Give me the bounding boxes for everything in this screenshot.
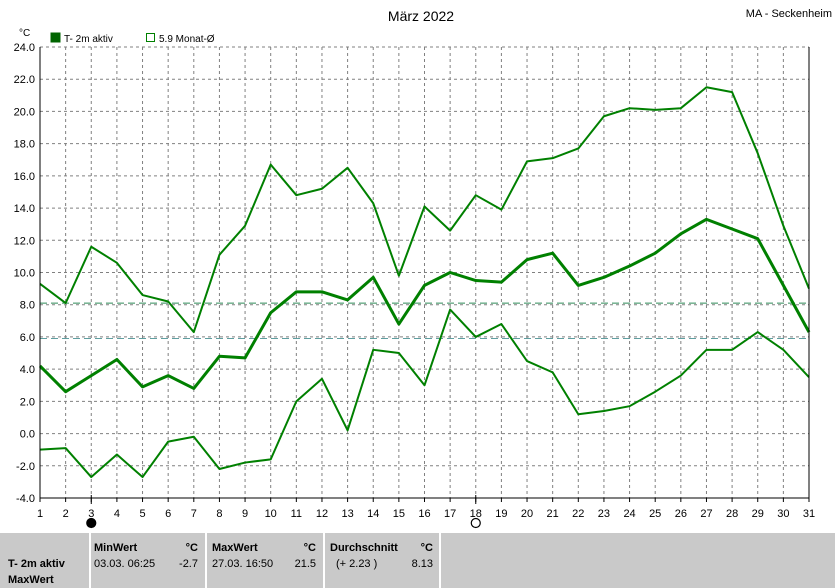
- legend: T- 2m aktiv 5.9 Monat-Ø: [50, 32, 215, 45]
- legend-label-aktiv: T- 2m aktiv: [64, 34, 113, 45]
- series-line-min: [39, 308, 810, 479]
- station-label: MA - Seckenheim: [746, 8, 832, 20]
- chart-title: März 2022: [388, 8, 454, 24]
- x-tick-label: 26: [675, 508, 687, 520]
- x-tick-label: 27: [700, 508, 712, 520]
- x-tick-label: 31: [803, 508, 815, 520]
- y-unit-label: °C: [19, 28, 30, 39]
- min-header: MinWert: [94, 542, 138, 554]
- x-tick-label: 2: [63, 508, 69, 520]
- series-line-mean: [38, 217, 811, 394]
- x-tick-label: 9: [242, 508, 248, 520]
- x-tick-label: 29: [752, 508, 764, 520]
- x-tick-label: 1: [37, 508, 43, 520]
- axes: -4.0 -2.0 0.0 2.0 4.0 6.0 8.0 10.0 12.0 14.0 16.0 1…: [14, 42, 815, 529]
- y-tick-label: 4.0: [20, 364, 35, 376]
- x-tick-label: 12: [316, 508, 328, 520]
- legend-swatch-monat: [146, 33, 155, 42]
- x-tick-label: 13: [341, 508, 353, 520]
- max-marker-icon: [470, 517, 481, 529]
- y-tick-label: 0.0: [20, 429, 35, 441]
- x-tick-label: 3: [88, 508, 94, 520]
- y-tick-label: -2.0: [16, 461, 35, 473]
- avg-header: Durchschnitt: [330, 542, 398, 554]
- x-tick-label: 11: [291, 508, 302, 520]
- y-tick-label: 22.0: [14, 74, 35, 86]
- x-tick-label: 20: [521, 508, 533, 520]
- y-tick-label: 6.0: [20, 332, 35, 344]
- x-tick-label: 23: [598, 508, 610, 520]
- x-tick-label: 14: [367, 508, 379, 520]
- min-unit: °C: [185, 542, 198, 554]
- min-value: -2.7: [179, 558, 198, 570]
- y-tick-label: 2.0: [20, 396, 35, 408]
- x-tick-label: 24: [623, 508, 635, 520]
- min-when: 03.03. 06:25: [94, 558, 156, 570]
- y-tick-label: 20.0: [14, 106, 35, 118]
- legend-swatch-aktiv: [50, 32, 61, 43]
- series-layer: [38, 86, 811, 479]
- x-tick-label: 6: [165, 508, 171, 520]
- x-tick-label: 22: [572, 508, 584, 520]
- x-tick-label: 5: [139, 508, 145, 520]
- x-tick-label: 18: [470, 508, 482, 520]
- x-tick-label: 7: [191, 508, 197, 520]
- stats-max-cell: MaxWert °C 27.03. 16:50 21.5: [207, 533, 323, 588]
- stats-min-cell: MinWert °C 03.03. 06:25 -2.7: [91, 533, 205, 588]
- avg-diff: (+ 2.23 ): [336, 558, 378, 570]
- stats-empty-cell: [441, 533, 835, 588]
- stats-panel: T- 2m aktiv MaxWert MinWert °C 03.03. 06…: [0, 533, 835, 588]
- x-tick-label: 19: [495, 508, 507, 520]
- max-value: 21.5: [294, 558, 316, 570]
- x-tick-label: 4: [114, 508, 120, 520]
- y-tick-label: -4.0: [16, 493, 35, 505]
- legend-label-monat: 5.9 Monat-Ø: [159, 34, 215, 45]
- x-tick-label: 16: [418, 508, 430, 520]
- x-tick-label: 17: [444, 508, 456, 520]
- max-unit: °C: [303, 542, 316, 554]
- grid: [40, 46, 809, 498]
- avg-value: 8.13: [411, 558, 433, 570]
- stats-avg-cell: Durchschnitt °C (+ 2.23 ) 8.13: [325, 533, 439, 588]
- series-line-max: [39, 86, 810, 334]
- max-header: MaxWert: [212, 542, 258, 554]
- y-tick-label: 14.0: [14, 203, 35, 215]
- stats-row-labels: T- 2m aktiv MaxWert: [0, 533, 89, 588]
- x-tick-label: 28: [726, 508, 738, 520]
- max-when: 27.03. 16:50: [212, 558, 274, 570]
- x-tick-label: 30: [777, 508, 789, 520]
- x-tick-label: 8: [216, 508, 222, 520]
- y-tick-label: 24.0: [14, 42, 35, 54]
- avg-unit: °C: [420, 542, 433, 554]
- x-tick-label: 10: [265, 508, 277, 520]
- stats-row-label: MaxWert: [8, 574, 54, 586]
- y-tick-label: 18.0: [14, 139, 35, 151]
- stats-series-name: T- 2m aktiv: [8, 558, 65, 570]
- x-tick-label: 15: [393, 508, 405, 520]
- reference-lines: [40, 302, 809, 340]
- y-tick-label: 12.0: [14, 235, 35, 247]
- y-tick-label: 10.0: [14, 268, 35, 280]
- x-tick-label: 21: [547, 508, 559, 520]
- y-tick-label: 16.0: [14, 171, 35, 183]
- min-marker-icon: [86, 517, 97, 529]
- y-tick-label: 8.0: [20, 300, 35, 312]
- temperature-chart: -4.0 -2.0 0.0 2.0 4.0 6.0 8.0 10.0 12.0 14.0 16.0 1…: [14, 8, 832, 529]
- x-tick-label: 25: [649, 508, 661, 520]
